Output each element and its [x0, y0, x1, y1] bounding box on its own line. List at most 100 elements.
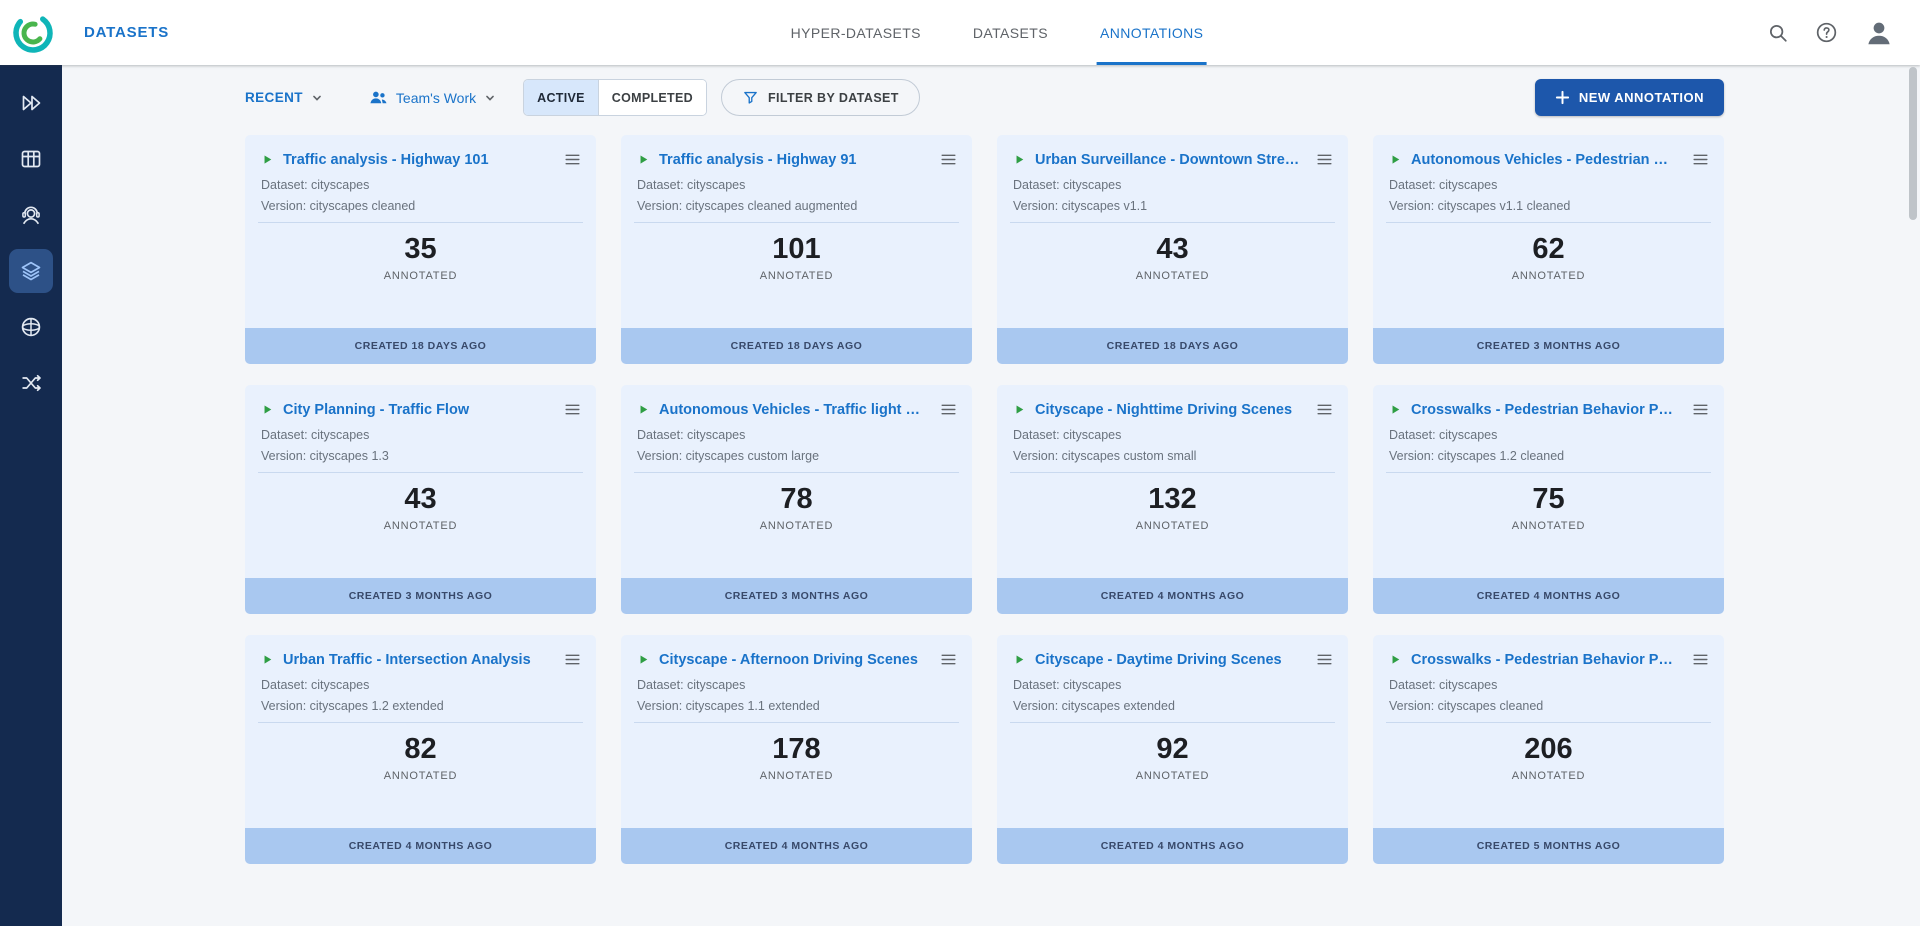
annotation-task-card[interactable]: Crosswalks - Pedestrian Behavior P… Data…: [1373, 385, 1724, 614]
sidebar-item-labeling[interactable]: [9, 193, 53, 237]
tab-annotations[interactable]: ANNOTATIONS: [1097, 0, 1206, 65]
hamburger-menu-icon: [563, 150, 582, 169]
card-dataset: Dataset: cityscapes: [261, 678, 580, 692]
card-menu-button[interactable]: [1315, 150, 1334, 169]
search-icon[interactable]: [1767, 22, 1789, 44]
annotation-task-card[interactable]: Urban Surveillance - Downtown Stre… Data…: [997, 135, 1348, 364]
card-meta: Dataset: cityscapes Version: cityscapes …: [1373, 169, 1724, 213]
card-title: Urban Traffic - Intersection Analysis: [283, 652, 554, 668]
annotated-count-label: ANNOTATED: [997, 520, 1348, 532]
card-meta: Dataset: cityscapes Version: cityscapes …: [997, 669, 1348, 713]
annotation-task-card[interactable]: Crosswalks - Pedestrian Behavior P… Data…: [1373, 635, 1724, 864]
vertical-scrollbar-thumb[interactable]: [1909, 67, 1917, 220]
fast-forward-icon: [19, 91, 43, 115]
segment-active[interactable]: ACTIVE: [524, 80, 598, 115]
card-created-badge: CREATED 4 MONTHS AGO: [997, 578, 1348, 614]
card-menu-button[interactable]: [563, 400, 582, 419]
card-divider: [1010, 222, 1335, 223]
page-title: DATASETS: [84, 24, 169, 41]
cards-grid: Traffic analysis - Highway 101 Dataset: …: [62, 135, 1920, 888]
card-created-badge: CREATED 18 DAYS AGO: [997, 328, 1348, 364]
hamburger-menu-icon: [939, 150, 958, 169]
card-dataset: Dataset: cityscapes: [637, 678, 956, 692]
dataset-grid-icon: [19, 147, 43, 171]
card-menu-button[interactable]: [1691, 400, 1710, 419]
card-header: Crosswalks - Pedestrian Behavior P…: [1373, 635, 1724, 669]
annotation-task-card[interactable]: Cityscape - Daytime Driving Scenes Datas…: [997, 635, 1348, 864]
chevron-down-icon: [310, 91, 324, 105]
card-meta: Dataset: cityscapes Version: cityscapes …: [621, 669, 972, 713]
segment-completed[interactable]: COMPLETED: [598, 80, 706, 115]
plus-icon: [1555, 90, 1570, 105]
card-title: Crosswalks - Pedestrian Behavior P…: [1411, 402, 1682, 418]
sidebar-item-models[interactable]: [9, 305, 53, 349]
card-menu-button[interactable]: [1691, 650, 1710, 669]
people-icon: [368, 87, 389, 108]
card-meta: Dataset: cityscapes Version: cityscapes …: [1373, 419, 1724, 463]
card-header: Traffic analysis - Highway 101: [245, 135, 596, 169]
card-version: Version: cityscapes extended: [1013, 699, 1332, 713]
annotation-task-card[interactable]: Autonomous Vehicles - Traffic light … Da…: [621, 385, 972, 614]
sort-dropdown[interactable]: RECENT: [245, 90, 324, 105]
card-created-badge: CREATED 3 MONTHS AGO: [1373, 328, 1724, 364]
card-meta: Dataset: cityscapes Version: cityscapes …: [1373, 669, 1724, 713]
annotated-count: 178: [621, 734, 972, 766]
annotated-count: 92: [997, 734, 1348, 766]
card-created-badge: CREATED 4 MONTHS AGO: [621, 828, 972, 864]
card-title: Urban Surveillance - Downtown Stre…: [1035, 152, 1306, 168]
user-avatar-icon[interactable]: [1864, 18, 1894, 48]
card-divider: [1386, 722, 1711, 723]
annotation-task-card[interactable]: Autonomous Vehicles - Pedestrian … Datas…: [1373, 135, 1724, 364]
annotation-task-card[interactable]: Urban Traffic - Intersection Analysis Da…: [245, 635, 596, 864]
hamburger-menu-icon: [1691, 400, 1710, 419]
annotation-task-card[interactable]: City Planning - Traffic Flow Dataset: ci…: [245, 385, 596, 614]
card-header: City Planning - Traffic Flow: [245, 385, 596, 419]
card-meta: Dataset: cityscapes Version: cityscapes …: [245, 669, 596, 713]
annotated-count-label: ANNOTATED: [245, 520, 596, 532]
main-content: RECENT Team's Work ACTIVE COMPLETED: [62, 65, 1920, 926]
card-header: Autonomous Vehicles - Pedestrian …: [1373, 135, 1724, 169]
play-icon: [1013, 153, 1026, 166]
hamburger-menu-icon: [1691, 150, 1710, 169]
card-divider: [1010, 722, 1335, 723]
new-annotation-button[interactable]: NEW ANNOTATION: [1535, 79, 1724, 116]
sidebar-item-datasets[interactable]: [9, 137, 53, 181]
annotated-count: 78: [621, 484, 972, 516]
annotated-count-label: ANNOTATED: [997, 270, 1348, 282]
help-icon[interactable]: [1815, 21, 1838, 44]
sidebar-item-annotations[interactable]: [9, 249, 53, 293]
annotated-count: 206: [1373, 734, 1724, 766]
card-menu-button[interactable]: [939, 650, 958, 669]
app-logo[interactable]: [10, 10, 56, 56]
card-menu-button[interactable]: [1691, 150, 1710, 169]
card-dataset: Dataset: cityscapes: [637, 428, 956, 442]
annotation-task-card[interactable]: Cityscape - Nighttime Driving Scenes Dat…: [997, 385, 1348, 614]
sphere-icon: [19, 315, 43, 339]
card-divider: [258, 472, 583, 473]
card-title: Crosswalks - Pedestrian Behavior P…: [1411, 652, 1682, 668]
filter-by-dataset-button[interactable]: FILTER BY DATASET: [721, 79, 920, 116]
card-menu-button[interactable]: [563, 650, 582, 669]
annotated-count-label: ANNOTATED: [621, 770, 972, 782]
sidebar-item-pipelines[interactable]: [9, 361, 53, 405]
card-dataset: Dataset: cityscapes: [1389, 178, 1708, 192]
card-menu-button[interactable]: [1315, 400, 1334, 419]
card-version: Version: cityscapes v1.1 cleaned: [1389, 199, 1708, 213]
card-created-badge: CREATED 18 DAYS AGO: [245, 328, 596, 364]
scope-dropdown[interactable]: Team's Work: [368, 87, 497, 108]
play-icon: [637, 153, 650, 166]
card-menu-button[interactable]: [939, 150, 958, 169]
card-menu-button[interactable]: [1315, 650, 1334, 669]
card-menu-button[interactable]: [939, 400, 958, 419]
card-divider: [1386, 472, 1711, 473]
filter-button-label: FILTER BY DATASET: [768, 91, 899, 105]
annotation-task-card[interactable]: Traffic analysis - Highway 91 Dataset: c…: [621, 135, 972, 364]
sidebar-item-start[interactable]: [9, 81, 53, 125]
card-menu-button[interactable]: [563, 150, 582, 169]
tab-hyper-datasets[interactable]: HYPER-DATASETS: [788, 0, 924, 65]
annotation-task-card[interactable]: Traffic analysis - Highway 101 Dataset: …: [245, 135, 596, 364]
tab-datasets[interactable]: DATASETS: [970, 0, 1051, 65]
annotated-count: 35: [245, 234, 596, 266]
annotation-task-card[interactable]: Cityscape - Afternoon Driving Scenes Dat…: [621, 635, 972, 864]
main-tabs: HYPER-DATASETS DATASETS ANNOTATIONS: [788, 0, 1207, 65]
